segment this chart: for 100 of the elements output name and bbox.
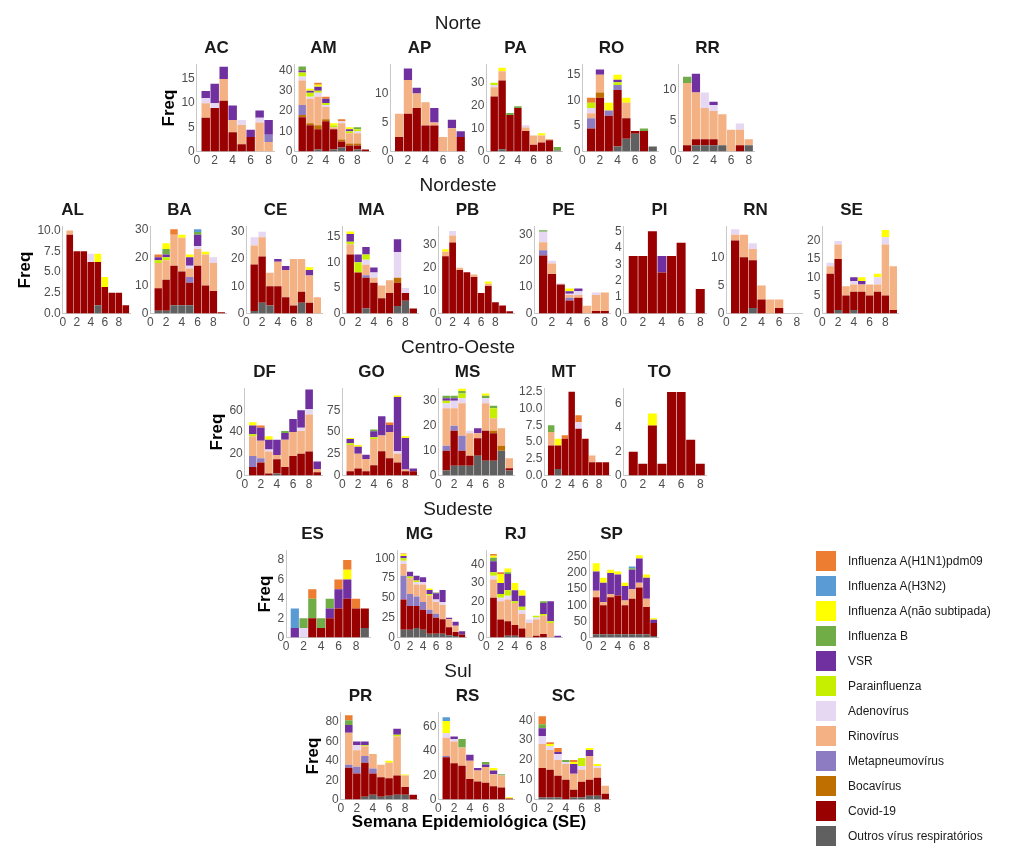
x-tick-label: 4	[850, 315, 858, 330]
y-tick-label: 30	[470, 75, 485, 90]
x-tick-label: 8	[696, 315, 704, 330]
x-tick-label: 8	[210, 315, 218, 330]
x-tick-label: 8	[492, 315, 500, 330]
y-tick-label: 15	[181, 71, 196, 86]
y-tick-label: 20	[325, 772, 340, 787]
y-tick-label: 3	[614, 256, 622, 271]
y-tick-label: 10	[470, 611, 485, 626]
y-tick-label: 20	[470, 593, 485, 608]
text: Nordeste	[418, 173, 498, 197]
y-tick-label: 10	[278, 123, 293, 138]
y-tick-label: 75	[381, 570, 396, 585]
legend-label: Outros vírus respiratórios	[848, 828, 983, 843]
x-tick-label: 6	[439, 153, 447, 168]
x-tick-label: 2	[600, 639, 608, 654]
chart-title: PA	[504, 37, 527, 57]
y-tick-label: 15	[566, 66, 581, 81]
x-tick-label: 2	[404, 153, 412, 168]
x-tick-label: 8	[352, 639, 360, 654]
y-tick-label: 40	[470, 557, 485, 572]
y-tick-label: 2	[277, 610, 285, 625]
y-tick-label: 40	[518, 712, 533, 727]
y-tick-label: 20	[422, 418, 437, 433]
y-tick-label: 30	[134, 221, 149, 236]
y-tick-label: 60	[422, 719, 437, 734]
y-tick-label: 10	[518, 772, 533, 787]
y-tick-label: 10	[422, 282, 437, 297]
y-tick-label: 200	[566, 565, 588, 580]
x-tick-label: 6	[727, 153, 735, 168]
y-tick-label: 100	[374, 550, 396, 565]
y-tick-label: 6	[277, 571, 285, 586]
y-tick-label: 5	[381, 114, 389, 129]
chart-title: RN	[743, 199, 768, 219]
chart-title: PE	[552, 199, 575, 219]
legend-label: Influenza B	[848, 628, 909, 643]
chart-title: RO	[598, 37, 625, 57]
x-tick-label: 8	[354, 153, 362, 168]
x-tick-label: 8	[793, 315, 801, 330]
x-tick-label: 8	[498, 477, 506, 492]
x-tick-label: 2	[740, 315, 748, 330]
y-tick-label: 30	[422, 237, 437, 252]
legend-label: VSR	[848, 653, 873, 668]
x-tick-label: 2	[406, 639, 414, 654]
x-tick-label: 2	[211, 153, 219, 168]
y-tick-label: 5	[614, 223, 622, 238]
y-tick-label: 10	[806, 269, 821, 284]
chart-title: MS	[454, 361, 481, 381]
y-tick-label: 25	[381, 610, 396, 625]
y-tick-label: 2	[614, 273, 622, 288]
y-tick-label: 10	[181, 95, 196, 110]
x-tick-label: 8	[546, 153, 554, 168]
chart-title: CE	[263, 199, 288, 219]
y-tick-label: 2.5	[525, 451, 543, 466]
y-tick-label: 10	[326, 254, 341, 269]
y-tick-label: 40	[422, 743, 437, 758]
x-tick-label: 6	[101, 315, 109, 330]
x-tick-label: 6	[247, 153, 255, 168]
x-tick-label: 2	[834, 315, 842, 330]
y-tick-label: 20	[470, 98, 485, 113]
x-tick-label: 8	[115, 315, 123, 330]
chart-title: PI	[651, 199, 668, 219]
y-axis-title: Freq	[254, 575, 274, 613]
y-tick-label: 10	[710, 249, 725, 264]
y-tick-label: 10.0	[37, 222, 62, 237]
y-tick-label: 5.0	[525, 434, 543, 449]
y-axis-title: Freq	[14, 251, 34, 289]
x-tick-label: 4	[758, 315, 766, 330]
chart-title: RS	[455, 685, 480, 705]
x-tick-label: 2	[73, 315, 81, 330]
y-tick-label: 2	[614, 444, 622, 459]
x-tick-label: 2	[258, 315, 266, 330]
y-tick-label: 20	[229, 446, 244, 461]
y-tick-label: 50	[326, 424, 341, 439]
x-tick-label: 6	[631, 153, 639, 168]
y-tick-label: 10	[662, 81, 677, 96]
x-tick-label: 8	[305, 477, 313, 492]
y-tick-label: 10	[374, 85, 389, 100]
y-tick-label: 10	[422, 443, 437, 457]
chart-title: AC	[204, 37, 229, 57]
legend-label: Bocavírus	[848, 778, 902, 793]
x-tick-label: 2	[354, 477, 362, 492]
y-tick-label: 10.0	[519, 400, 543, 415]
x-tick-label: 8	[643, 639, 651, 654]
legend-label: Parainfluenza	[848, 678, 922, 693]
y-tick-label: 10	[134, 277, 149, 292]
y-tick-label: 5	[333, 280, 341, 295]
chart-title: MT	[551, 361, 577, 381]
y-tick-label: 4	[614, 240, 622, 255]
chart-title: AM	[310, 37, 337, 57]
x-tick-label: 2	[497, 639, 505, 654]
x-tick-label: 8	[402, 477, 410, 492]
y-tick-label: 20	[518, 752, 533, 767]
x-tick-label: 2	[306, 153, 314, 168]
chart-title: BA	[167, 199, 192, 219]
y-axis-title: Freq	[158, 89, 178, 127]
y-tick-label: 6	[614, 396, 622, 411]
y-tick-label: 20	[422, 767, 437, 782]
y-tick-label: 4	[614, 420, 622, 435]
x-tick-label: 2	[162, 315, 170, 330]
